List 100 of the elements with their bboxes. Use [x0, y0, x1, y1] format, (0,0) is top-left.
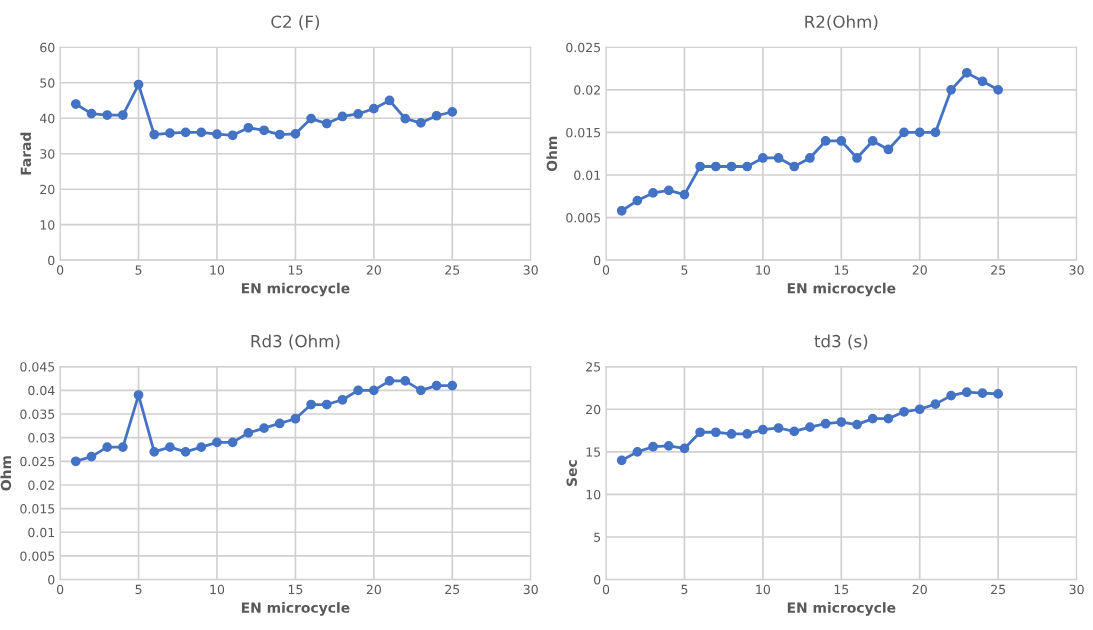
point	[852, 153, 862, 163]
point	[663, 185, 674, 196]
point	[243, 122, 254, 133]
x-tick-label: 30	[523, 265, 538, 275]
point	[805, 422, 815, 432]
y-tick-label: 0	[48, 575, 55, 585]
point	[384, 375, 395, 386]
point	[447, 380, 458, 391]
point	[695, 427, 705, 438]
point	[117, 110, 128, 120]
point	[321, 399, 332, 410]
x-tick-label: 15	[288, 584, 303, 595]
point	[274, 129, 285, 140]
point	[117, 442, 128, 452]
y-tick-label: 30	[40, 149, 55, 159]
x-tick-label: 25	[991, 584, 1006, 595]
point	[820, 418, 831, 429]
x-axis-title: EN microcycle	[787, 282, 896, 297]
point	[149, 446, 160, 457]
point	[133, 390, 144, 400]
point	[726, 161, 737, 172]
point	[977, 76, 988, 87]
point	[632, 446, 643, 457]
point	[836, 417, 847, 427]
point	[914, 404, 925, 415]
x-tick-label: 5	[135, 265, 142, 275]
x-tick-label: 10	[756, 265, 770, 275]
point	[337, 394, 348, 405]
y-tick-label: 5	[594, 532, 601, 542]
x-axis-title: EN microcycle	[241, 282, 350, 297]
point	[710, 427, 721, 438]
x-tick-label: 0	[56, 265, 64, 275]
point	[212, 129, 222, 140]
point	[899, 406, 909, 417]
point	[416, 117, 426, 128]
x-tick-label: 25	[445, 584, 460, 595]
point	[977, 388, 988, 398]
x-tick-label: 30	[1069, 265, 1084, 275]
point	[384, 95, 395, 106]
x-tick-label: 15	[288, 265, 303, 275]
point	[227, 130, 238, 141]
point	[102, 110, 113, 120]
chart-title: td3 (s)	[814, 334, 868, 350]
y-tick-label: 25	[586, 362, 601, 372]
point	[663, 441, 674, 451]
point	[149, 129, 160, 140]
point	[274, 418, 285, 429]
point	[993, 84, 1004, 95]
point	[710, 161, 721, 172]
point	[447, 106, 458, 117]
point	[259, 125, 269, 136]
point	[70, 99, 81, 109]
y-tick-label: 15	[586, 447, 601, 457]
point	[632, 195, 643, 206]
point	[86, 108, 97, 119]
point	[820, 136, 831, 146]
x-tick-label: 5	[135, 584, 142, 595]
y-tick-label: 10	[586, 489, 601, 500]
point	[259, 423, 269, 434]
x-tick-label: 5	[681, 265, 688, 275]
point	[993, 389, 1004, 399]
y-tick-label: 0.005	[566, 213, 601, 223]
point	[431, 380, 442, 391]
point	[946, 84, 956, 95]
point	[353, 385, 364, 396]
point	[86, 451, 97, 462]
point	[400, 113, 411, 124]
x-tick-label: 20	[912, 265, 927, 275]
x-tick-label: 0	[602, 265, 610, 275]
x-tick-label: 15	[834, 265, 849, 275]
y-axis-title: Ohm	[546, 136, 558, 172]
point	[368, 103, 379, 114]
point	[867, 136, 878, 146]
point	[883, 413, 894, 424]
point	[946, 390, 956, 401]
point	[883, 144, 894, 155]
x-tick-label: 20	[912, 584, 927, 595]
y-axis-title: Sec	[566, 460, 577, 486]
point	[758, 424, 768, 435]
y-tick-label: 0.005	[20, 551, 55, 561]
point	[180, 446, 191, 457]
point	[867, 413, 878, 424]
x-tick-label: 10	[210, 584, 225, 595]
y-tick-label: 60	[40, 42, 55, 53]
y-tick-label: 10	[40, 220, 55, 230]
y-tick-label: 20	[40, 184, 55, 195]
y-tick-label: 0.025	[566, 42, 601, 53]
y-tick-label: 40	[39, 113, 55, 124]
point	[726, 429, 737, 439]
x-tick-label: 20	[366, 584, 381, 595]
y-tick-label: 0.025	[20, 456, 55, 467]
point	[648, 441, 658, 452]
point	[852, 419, 862, 430]
point	[616, 205, 627, 216]
point	[695, 161, 705, 172]
point	[243, 428, 254, 438]
point	[431, 110, 442, 121]
point	[400, 375, 411, 386]
x-tick-label: 25	[991, 265, 1006, 275]
y-tick-label: 20	[586, 404, 601, 415]
